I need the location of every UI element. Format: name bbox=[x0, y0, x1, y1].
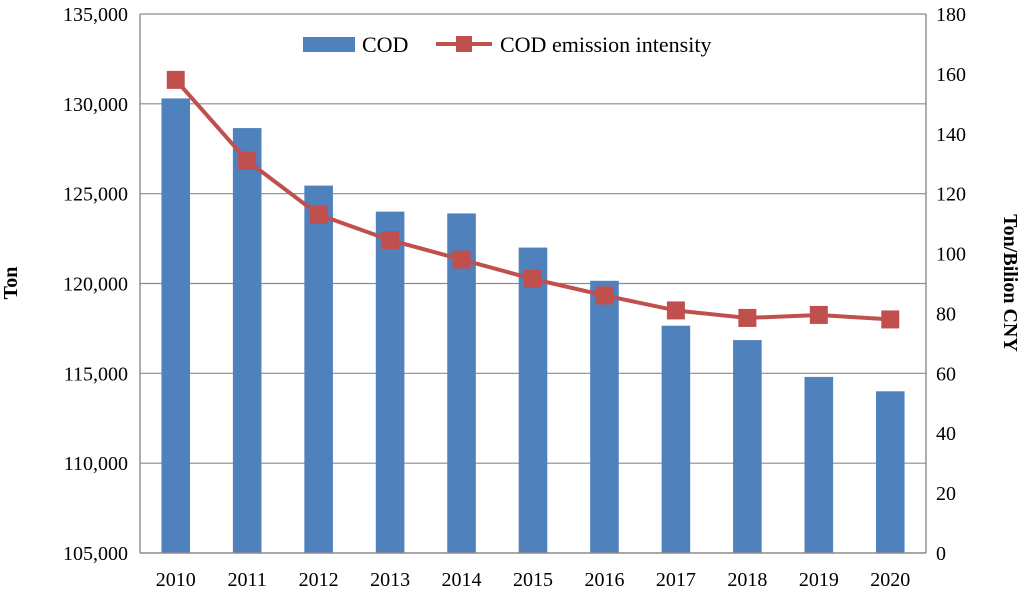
x-tick-label: 2011 bbox=[228, 569, 267, 591]
y-tick-label: 130,000 bbox=[63, 94, 128, 116]
x-tick-label: 2020 bbox=[870, 569, 910, 591]
cod-bar bbox=[304, 185, 333, 553]
intensity-point bbox=[881, 310, 900, 329]
intensity-point bbox=[666, 301, 685, 320]
x-tick-label: 2016 bbox=[584, 569, 624, 591]
cod-bar bbox=[661, 325, 691, 553]
x-tick-label: 2017 bbox=[656, 569, 696, 591]
y-tick-label: 125,000 bbox=[63, 184, 128, 206]
x-tick-label: 2014 bbox=[442, 569, 482, 591]
cod-bar bbox=[804, 376, 834, 553]
intensity-point bbox=[238, 151, 257, 170]
y2-tick-label: 120 bbox=[936, 184, 966, 206]
cod-bar bbox=[447, 213, 476, 553]
intensity-point bbox=[524, 270, 542, 289]
cod-bar bbox=[590, 280, 619, 553]
intensity-point bbox=[809, 305, 828, 324]
intensity-point bbox=[166, 70, 185, 89]
intensity-point bbox=[381, 231, 400, 250]
intensity-point bbox=[738, 308, 757, 327]
legend-intensity-label: COD emission intensity bbox=[500, 32, 711, 57]
cod-bars bbox=[161, 98, 905, 554]
intensity-line bbox=[166, 70, 900, 329]
y-tick-label: 115,000 bbox=[64, 363, 128, 385]
y2-tick-label: 160 bbox=[936, 64, 966, 86]
y2-tick-label: 60 bbox=[936, 363, 956, 385]
y2-tick-label: 140 bbox=[936, 124, 966, 146]
y2-tick-label: 100 bbox=[936, 244, 966, 266]
cod-bar bbox=[232, 128, 262, 554]
cod-bar bbox=[875, 391, 905, 553]
y2-axis-title: Ton/Bilion CNY bbox=[999, 214, 1021, 352]
x-tick-label: 2010 bbox=[156, 569, 196, 591]
intensity-point bbox=[595, 286, 614, 305]
x-tick-label: 2012 bbox=[299, 569, 339, 591]
cod-bar bbox=[161, 98, 191, 554]
intensity-point bbox=[452, 250, 471, 269]
left-tick-labels: 105,000 110,000 115,000 120,000 125,000 130,0… bbox=[63, 4, 128, 565]
legend-cod-swatch bbox=[303, 37, 355, 52]
cod-bar bbox=[375, 211, 405, 553]
y-tick-label: 110,000 bbox=[64, 453, 128, 475]
legend: COD COD emission intensity bbox=[303, 32, 711, 57]
x-tick-label: 2019 bbox=[799, 569, 839, 591]
y-tick-label: 135,000 bbox=[63, 4, 128, 26]
y2-tick-label: 40 bbox=[936, 423, 956, 445]
y-tick-label: 120,000 bbox=[63, 274, 128, 296]
legend-intensity-marker bbox=[456, 36, 472, 52]
y-tick-label: 105,000 bbox=[63, 543, 128, 565]
x-tick-label: 2018 bbox=[727, 569, 767, 591]
cod-bar bbox=[733, 340, 762, 553]
y-axis-title: Ton bbox=[0, 267, 22, 300]
intensity-point bbox=[309, 205, 328, 224]
x-tick-labels: 2010 2011 2012 2013 2014 2015 2016 2017 2018 2019… bbox=[156, 569, 911, 591]
right-tick-labels: 0 20 40 60 80 100 120 140 160 180 bbox=[936, 4, 966, 565]
y2-tick-label: 180 bbox=[936, 4, 966, 26]
x-tick-label: 2015 bbox=[513, 569, 553, 591]
x-tick-label: 2013 bbox=[370, 569, 410, 591]
y2-tick-label: 0 bbox=[936, 543, 946, 565]
cod-bar bbox=[518, 247, 548, 554]
y2-tick-label: 20 bbox=[936, 483, 956, 505]
y2-tick-label: 80 bbox=[936, 303, 956, 325]
axes bbox=[139, 14, 927, 554]
legend-cod-label: COD bbox=[362, 32, 408, 57]
